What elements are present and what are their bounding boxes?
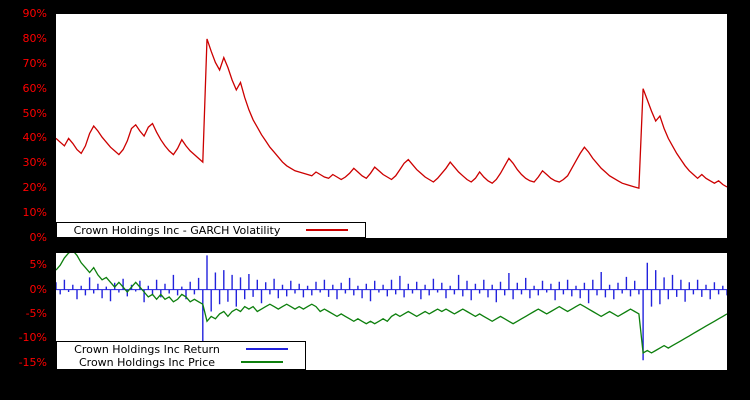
y-tick-label: 40% [22, 131, 47, 145]
price-legend-label: Crown Holdings Inc Price [78, 355, 216, 369]
return-line-sample [245, 348, 288, 350]
y-tick-label: 70% [22, 56, 47, 70]
legend-row-return: Crown Holdings Inc Return [57, 343, 305, 356]
y-tick-label: 50% [22, 106, 47, 120]
y-tick-label: 90% [22, 7, 47, 20]
volatility-legend-label: Crown Holdings Inc - GARCH Volatility [73, 223, 281, 237]
legend-row-price: Crown Holdings Inc Price [57, 356, 305, 369]
volatility-y-axis: 90% 80% 70% 60% 50% 40% 30% 20% 10% 0% [0, 8, 49, 244]
volatility-legend: Crown Holdings Inc - GARCH Volatility [56, 222, 366, 238]
y-tick-label: 0% [29, 282, 47, 296]
y-tick-label: 0% [29, 231, 47, 244]
return-price-legend: Crown Holdings Inc Return Crown Holdings… [56, 341, 306, 370]
return-legend-label: Crown Holdings Inc Return [74, 342, 220, 356]
volatility-line-sample [306, 229, 349, 231]
price-line-sample [241, 361, 284, 363]
y-tick-label: 20% [22, 181, 47, 195]
y-tick-label: -15% [18, 355, 47, 369]
return-price-y-axis: 5% 0% -5% -10% -15% [0, 252, 49, 371]
y-tick-label: -10% [18, 331, 47, 345]
y-tick-label: 60% [22, 81, 47, 95]
y-tick-label: -5% [25, 306, 47, 320]
return-price-panel: Crown Holdings Inc Return Crown Holdings… [55, 252, 728, 371]
volatility-chart [56, 38, 727, 190]
y-tick-label: 10% [22, 206, 47, 220]
volatility-panel: Crown Holdings Inc - GARCH Volatility [55, 13, 728, 239]
y-tick-label: 80% [22, 31, 47, 45]
return-price-chart [56, 253, 727, 361]
y-tick-label: 5% [29, 258, 47, 272]
y-tick-label: 30% [22, 156, 47, 170]
legend-row-volatility: Crown Holdings Inc - GARCH Volatility [57, 224, 365, 237]
